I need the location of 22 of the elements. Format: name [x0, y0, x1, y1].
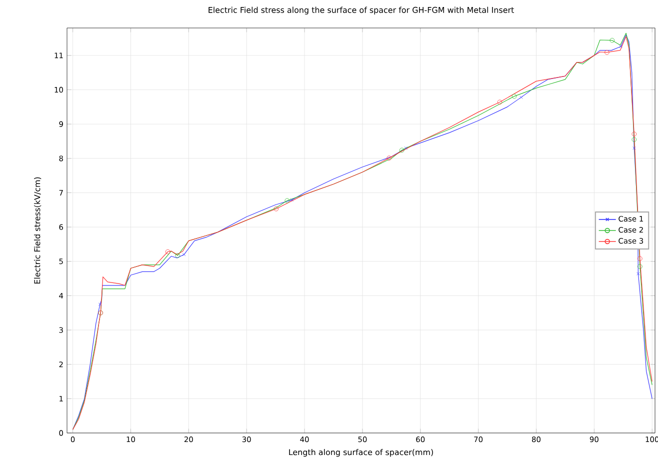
point [98, 302, 102, 306]
point [274, 206, 279, 212]
point [632, 146, 636, 150]
point [632, 132, 637, 136]
point [165, 249, 170, 254]
point [182, 252, 186, 256]
point [175, 253, 180, 258]
point [619, 44, 622, 48]
point [638, 264, 642, 269]
point [520, 96, 523, 99]
point [290, 198, 294, 202]
point [604, 50, 610, 55]
point [497, 100, 502, 105]
point [638, 256, 642, 262]
point [632, 137, 637, 142]
point [636, 272, 640, 276]
point [399, 148, 404, 153]
point [404, 146, 408, 150]
point [284, 198, 290, 204]
point [512, 94, 517, 99]
point [610, 38, 615, 43]
point [386, 156, 392, 160]
